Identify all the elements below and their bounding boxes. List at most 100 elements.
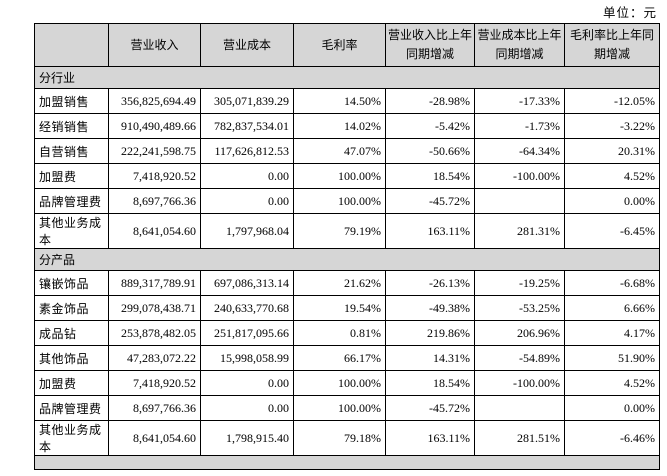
cell-value: 51.90%	[564, 345, 660, 371]
cell-value: -100.00%	[474, 163, 565, 189]
cell-value: 281.51%	[474, 420, 565, 456]
cell-value: 18.54%	[385, 370, 475, 396]
cell-value: 0.00	[200, 188, 294, 214]
cell-value: -49.38%	[385, 295, 475, 321]
cell-value: 79.19%	[293, 213, 386, 249]
column-header	[34, 23, 109, 67]
cell-value: 219.86%	[385, 320, 475, 346]
cell-value: 79.18%	[293, 420, 386, 456]
cell-value: 206.96%	[474, 320, 565, 346]
cell-value: 782,837,534.01	[200, 113, 294, 139]
cell-value: 100.00%	[293, 370, 386, 396]
cell-value: 8,697,766.36	[108, 188, 201, 214]
cutoff-section-row	[34, 455, 660, 470]
cell-value: 8,641,054.60	[108, 420, 201, 456]
table-row: 品牌管理费 8,697,766.36 0.00 100.00% -45.72% 0.00%	[34, 395, 660, 421]
cell-value: 47.07%	[293, 138, 386, 164]
cell-value: 15,998,058.99	[200, 345, 294, 371]
table-row: 镶嵌饰品 889,317,789.91 697,086,313.14 21.62% -2…	[34, 270, 660, 296]
cell-value: 100.00%	[293, 163, 386, 189]
cell-value: 889,317,789.91	[108, 270, 201, 296]
table-row: 素金饰品 299,078,438.71 240,633,770.68 19.54% -4…	[34, 295, 660, 321]
table-row: 其他业务成本 8,641,054.60 1,797,968.04 79.19% 163.…	[34, 213, 660, 249]
cell-value: 117,626,812.53	[200, 138, 294, 164]
cell-value: 100.00%	[293, 188, 386, 214]
cell-value: 0.00%	[564, 395, 660, 421]
row-label: 其他业务成本	[34, 213, 109, 249]
cell-value: -26.13%	[385, 270, 475, 296]
row-label: 品牌管理费	[34, 188, 109, 214]
cell-value: -17.33%	[474, 88, 565, 114]
cell-value: -53.25%	[474, 295, 565, 321]
cutoff-section-cell	[34, 455, 660, 470]
cell-value: 163.11%	[385, 420, 475, 456]
table-row: 品牌管理费 8,697,766.36 0.00 100.00% -45.72% 0.00%	[34, 188, 660, 214]
cell-value: 253,878,482.05	[108, 320, 201, 346]
cell-value: 14.31%	[385, 345, 475, 371]
cell-value: 281.31%	[474, 213, 565, 249]
cell-value: 240,633,770.68	[200, 295, 294, 321]
table-row: 其他业务成本 8,641,054.60 1,798,915.40 79.18% 163.…	[34, 420, 660, 456]
cell-value: 8,641,054.60	[108, 213, 201, 249]
cell-value: -45.72%	[385, 395, 475, 421]
row-label: 成品钻	[34, 320, 109, 346]
cell-value: 910,490,489.66	[108, 113, 201, 139]
cell-value: 7,418,920.52	[108, 163, 201, 189]
row-label: 其他业务成本	[34, 420, 109, 456]
segment-financial-table: 营业收入 营业成本 毛利率 营业收入比上年 同期增减 营业成本比上年 同期增减 毛利率比上…	[34, 23, 660, 470]
cell-value: 0.00	[200, 163, 294, 189]
section-header-row: 分行业	[34, 66, 660, 89]
cell-value: 0.00	[200, 395, 294, 421]
cell-value: 697,086,313.14	[200, 270, 294, 296]
column-header: 营业成本比上年 同期增减	[474, 23, 565, 67]
section-header-row: 分产品	[34, 248, 660, 271]
row-label: 其他饰品	[34, 345, 109, 371]
cell-value: 14.02%	[293, 113, 386, 139]
cell-value: -28.98%	[385, 88, 475, 114]
cell-value: 305,071,839.29	[200, 88, 294, 114]
table-row: 经销销售 910,490,489.66 782,837,534.01 14.02% -5…	[34, 113, 660, 139]
cell-value	[474, 395, 565, 421]
column-header: 营业成本	[200, 23, 294, 67]
cell-value: -19.25%	[474, 270, 565, 296]
cell-value: 299,078,438.71	[108, 295, 201, 321]
cell-value: 21.62%	[293, 270, 386, 296]
cell-value: 0.81%	[293, 320, 386, 346]
cell-value: -50.66%	[385, 138, 475, 164]
table-row: 加盟费 7,418,920.52 0.00 100.00% 18.54% -100.00%…	[34, 370, 660, 396]
cell-value: -3.22%	[564, 113, 660, 139]
table-row: 其他饰品 47,283,072.22 15,998,058.99 66.17% 14.3…	[34, 345, 660, 371]
cell-value: 4.17%	[564, 320, 660, 346]
row-label: 品牌管理费	[34, 395, 109, 421]
cell-value: 18.54%	[385, 163, 475, 189]
cell-value: -6.46%	[564, 420, 660, 456]
cell-value: -6.68%	[564, 270, 660, 296]
cell-value: 6.66%	[564, 295, 660, 321]
table-row: 加盟销售 356,825,694.49 305,071,839.29 14.50% -2…	[34, 88, 660, 114]
cell-value: 4.52%	[564, 370, 660, 396]
cell-value: 356,825,694.49	[108, 88, 201, 114]
cell-value: 163.11%	[385, 213, 475, 249]
section-title: 分行业	[34, 66, 660, 89]
cell-value: -45.72%	[385, 188, 475, 214]
cell-value: -100.00%	[474, 370, 565, 396]
cell-value: -54.89%	[474, 345, 565, 371]
cell-value: 47,283,072.22	[108, 345, 201, 371]
cell-value: 20.31%	[564, 138, 660, 164]
cell-value: 8,697,766.36	[108, 395, 201, 421]
cell-value	[474, 188, 565, 214]
cell-value: 4.52%	[564, 163, 660, 189]
cell-value: 14.50%	[293, 88, 386, 114]
row-label: 镶嵌饰品	[34, 270, 109, 296]
table-header-row: 营业收入 营业成本 毛利率 营业收入比上年 同期增减 营业成本比上年 同期增减 毛利率比上…	[34, 23, 660, 67]
cell-value: 222,241,598.75	[108, 138, 201, 164]
row-label: 加盟销售	[34, 88, 109, 114]
cell-value: 1,798,915.40	[200, 420, 294, 456]
column-header: 毛利率	[293, 23, 386, 67]
cell-value: 7,418,920.52	[108, 370, 201, 396]
section-title: 分产品	[34, 248, 660, 271]
column-header: 毛利率比上年同 期增减	[564, 23, 660, 67]
row-label: 自营销售	[34, 138, 109, 164]
cell-value: -6.45%	[564, 213, 660, 249]
